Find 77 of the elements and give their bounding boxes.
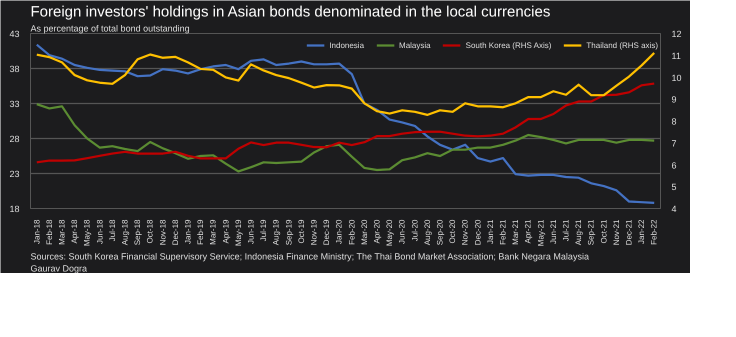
x-tick-label: Apr-21 xyxy=(524,218,533,244)
x-tick-label: Feb-22 xyxy=(650,218,659,245)
x-tick-label: Dec-19 xyxy=(322,218,332,246)
y2-tick-label: 7 xyxy=(672,138,677,148)
y2-tick-label: 5 xyxy=(672,182,677,192)
legend-label: South Korea (RHS Axis) xyxy=(466,40,552,50)
x-tick-label: Feb-19 xyxy=(196,218,206,245)
x-tick-label: Oct-18 xyxy=(146,218,155,244)
y2-tick-label: 4 xyxy=(672,204,677,214)
y-tick-label: 23 xyxy=(9,169,20,179)
y2-tick-label: 9 xyxy=(672,94,677,105)
text: Gaurav Dogra xyxy=(30,264,88,274)
x-tick-label: Aug-18 xyxy=(120,218,130,246)
line-series xyxy=(36,44,656,204)
x-tick-label: Nov-18 xyxy=(158,218,168,246)
y-tick-label: 38 xyxy=(9,64,20,74)
x-tick-label: Apr-19 xyxy=(221,218,230,244)
x-tick-label: Apr-18 xyxy=(70,218,80,244)
x-tick-label: Aug-20 xyxy=(422,218,432,246)
y2-tick-label: 11 xyxy=(672,50,681,61)
y-tick-label: 28 xyxy=(9,134,20,144)
x-tick-label: Feb-18 xyxy=(44,218,54,245)
x-tick-label: Aug-19 xyxy=(272,218,281,246)
x-tick-label: Sep-19 xyxy=(284,218,294,246)
legend-label: Indonesia xyxy=(329,40,364,50)
x-tick-label: Feb-20 xyxy=(347,218,356,245)
x-tick-label: Dec-20 xyxy=(473,218,482,246)
y2-tick-label: 6 xyxy=(672,160,677,170)
y2-tick-label: 8 xyxy=(672,116,677,126)
x-tick-label: Jan-22 xyxy=(637,218,646,244)
x-tick-label: May-19 xyxy=(234,218,243,246)
x-tick-label: Oct-21 xyxy=(599,218,608,244)
x-tick-label: Jun-19 xyxy=(246,218,256,244)
x-tick-label: Jan-18 xyxy=(32,218,42,244)
x-tick-label: May-21 xyxy=(536,218,546,246)
y-tick-label: 43 xyxy=(9,29,20,39)
x-tick-label: Mar-19 xyxy=(208,218,218,245)
legend-label: Malaysia xyxy=(399,40,431,50)
x-tick-label: Apr-20 xyxy=(372,218,382,244)
x-tick-label: May-20 xyxy=(385,218,394,246)
y-tick-label: 18 xyxy=(9,204,20,214)
x-tick-label: Oct-19 xyxy=(296,218,306,244)
x-tick-label: Oct-20 xyxy=(448,218,458,244)
legend-label: Thailand (RHS axis) xyxy=(586,40,658,50)
x-tick-label: Feb-21 xyxy=(498,218,508,245)
x-tick-label: Jul-19 xyxy=(259,218,268,242)
x-tick-label: Nov-21 xyxy=(612,218,621,246)
x-tick-label: Mar-21 xyxy=(511,218,520,245)
chart-subtitle: As percentage of total bond outstanding xyxy=(30,24,190,34)
chart-title: Foreign investors' holdings in Asian bonds denominated in the local currencies xyxy=(30,4,550,20)
x-tick-label: Jan-21 xyxy=(486,218,495,244)
x-tick-label: Dec-18 xyxy=(170,218,180,246)
x-tick-label: Nov-19 xyxy=(310,218,318,246)
x-tick-label: Sep-21 xyxy=(586,218,596,246)
x-tick-label: Jul-18 xyxy=(108,218,117,242)
x-tick-label: Jan-20 xyxy=(334,218,344,244)
y2-tick-label: 10 xyxy=(672,72,682,83)
x-tick-label: Nov-20 xyxy=(460,218,470,246)
x-tick-label: Jul-20 xyxy=(410,218,420,242)
source-note: Sources: South Korea Financial Supervisory Service; Indonesia Finance Ministry; The Thai Bond Market Association; Bank Negara Malaysia xyxy=(30,252,589,262)
x-tick-label: Jan-19 xyxy=(184,218,192,244)
x-tick-label: Aug-21 xyxy=(574,218,584,246)
line-series xyxy=(36,82,656,164)
line-series xyxy=(36,52,656,116)
y2-tick-label: 12 xyxy=(672,29,682,39)
x-tick-label: Sep-20 xyxy=(436,218,444,246)
y-tick-label: 33 xyxy=(9,99,20,109)
line-series xyxy=(36,103,656,172)
x-tick-label: Jul-21 xyxy=(562,218,570,242)
x-tick-label: May-18 xyxy=(82,218,92,246)
x-tick-label: Jun-20 xyxy=(398,218,407,244)
x-tick-label: Mar-20 xyxy=(360,218,369,245)
x-tick-label: Sep-18 xyxy=(133,218,142,246)
x-tick-label: Dec-21 xyxy=(624,218,634,246)
x-tick-label: Jun-18 xyxy=(95,218,104,244)
x-tick-label: Jun-21 xyxy=(548,218,558,244)
x-tick-label: Mar-18 xyxy=(58,218,66,245)
